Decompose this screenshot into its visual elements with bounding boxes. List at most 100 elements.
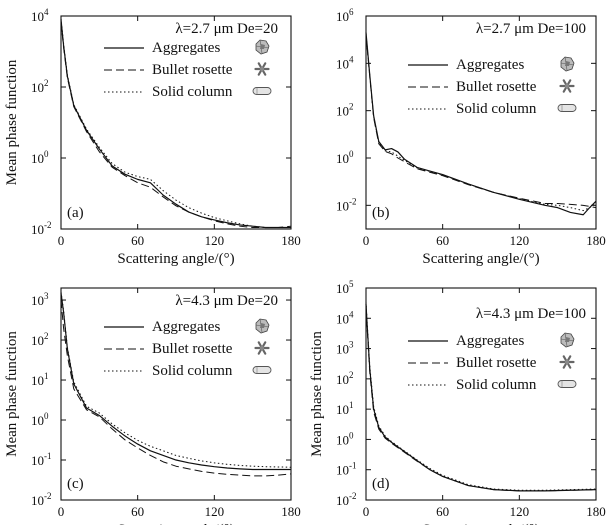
- legend: Aggregates Bullet rosette Solid column: [104, 39, 272, 100]
- legend-entry: Solid column: [456, 101, 537, 117]
- x-tick-label: 60: [436, 233, 449, 248]
- x-tick-label: 60: [131, 504, 144, 519]
- series-line-bullet-rosette: [365, 306, 597, 492]
- legend-entry: Aggregates: [152, 40, 220, 56]
- x-tick-label: 180: [586, 504, 606, 519]
- y-tick-label: 104: [336, 309, 354, 326]
- legend-entry: Solid column: [152, 363, 233, 379]
- chart-title: λ=2.7 μm De=100: [476, 21, 586, 37]
- legend-entry: Bullet rosette: [152, 62, 233, 78]
- x-tick-label: 0: [58, 233, 65, 248]
- chart-title: λ=4.3 μm De=100: [476, 306, 586, 322]
- chart-title: λ=4.3 μm De=20: [175, 293, 278, 309]
- y-tick-label: 104: [336, 54, 354, 71]
- panel-d: 0 60 120 180 10-2 10-1 100 101 102 103 104 105 Scatt…: [309, 279, 606, 525]
- series-line-bullet-rosette: [60, 21, 292, 229]
- panel-tag: (b): [372, 205, 390, 221]
- x-tick-label: 0: [363, 504, 370, 519]
- panel-tag: (c): [67, 476, 84, 492]
- panel-a: 0 60 120 180 10-2 100 102 104 Scattering angle/(…: [4, 7, 301, 267]
- legend: Aggregates Bullet rosette Solid column: [408, 332, 577, 393]
- y-tick-label: 10-2: [31, 220, 52, 237]
- aggregate-crystal-icon: [255, 318, 270, 334]
- y-tick-label: 104: [31, 7, 49, 24]
- series-line-bullet-rosette: [60, 299, 292, 477]
- y-tick-label: 101: [31, 371, 49, 388]
- x-tick-label: 120: [510, 504, 530, 519]
- y-tick-label: 101: [336, 400, 354, 417]
- legend-entry: Aggregates: [456, 57, 524, 73]
- solid-column-icon: [252, 87, 272, 95]
- x-tick-label: 180: [281, 233, 301, 248]
- series-line-solid-column: [60, 18, 291, 229]
- x-tick-label: 120: [510, 233, 530, 248]
- solid-column-icon: [557, 380, 577, 388]
- aggregate-crystal-icon: [560, 332, 575, 348]
- bullet-rosette-icon: [254, 62, 270, 76]
- y-tick-label: 10-2: [336, 491, 357, 508]
- panel-b: 0 60 120 180 10-2 100 102 104 106 Scattering angl…: [336, 7, 606, 267]
- y-tick-label: 10-2: [336, 196, 357, 213]
- bullet-rosette-icon: [559, 79, 575, 93]
- x-tick-label: 0: [58, 504, 65, 519]
- x-tick-label: 60: [436, 504, 449, 519]
- y-tick-label: 100: [336, 149, 354, 166]
- y-axis-label: Mean phase function: [4, 59, 20, 185]
- panel-tag: (a): [67, 205, 84, 221]
- series-line-aggregates: [365, 303, 597, 492]
- y-tick-label: 102: [31, 78, 49, 95]
- y-tick-label: 102: [336, 370, 354, 387]
- plot-frame: [60, 15, 292, 230]
- x-tick-label: 60: [131, 233, 144, 248]
- legend-entry: Bullet rosette: [152, 341, 233, 357]
- panel-c: 0 60 120 180 10-2 10-1 100 101 102 103 Scattering …: [4, 287, 301, 525]
- series-line-solid-column: [365, 33, 597, 212]
- series-line-solid-column: [60, 291, 292, 468]
- y-tick-label: 102: [336, 102, 354, 119]
- y-tick-label: 100: [336, 430, 354, 447]
- series-line-solid-column: [365, 301, 597, 491]
- legend-entry: Solid column: [456, 377, 537, 393]
- legend: Aggregates Bullet rosette Solid column: [104, 318, 272, 379]
- x-axis-label: Scattering angle/(°): [117, 522, 234, 525]
- y-tick-label: 103: [31, 291, 49, 308]
- y-tick-label: 106: [336, 7, 354, 24]
- legend-entry: Bullet rosette: [456, 79, 537, 95]
- y-axis-label: Mean phase function: [4, 331, 20, 457]
- y-tick-label: 10-1: [31, 451, 52, 468]
- legend-entry: Solid column: [152, 84, 233, 100]
- plot-frame: [365, 287, 597, 501]
- aggregate-crystal-icon: [255, 39, 270, 55]
- legend-entry: Aggregates: [152, 319, 220, 335]
- series-line-aggregates: [60, 292, 291, 471]
- y-tick-label: 105: [336, 279, 354, 296]
- solid-column-icon: [557, 104, 577, 112]
- plot-frame: [60, 287, 292, 501]
- x-tick-label: 180: [586, 233, 606, 248]
- x-axis-label: Scattering angle/(°): [422, 251, 539, 267]
- bullet-rosette-icon: [254, 341, 270, 355]
- legend: Aggregates Bullet rosette Solid column: [408, 56, 577, 117]
- x-axis-label: Scattering angle/(°): [117, 251, 234, 267]
- solid-column-icon: [252, 366, 272, 374]
- y-tick-label: 102: [31, 331, 49, 348]
- aggregate-crystal-icon: [560, 56, 575, 72]
- legend-entry: Aggregates: [456, 333, 524, 349]
- y-axis-label: Mean phase function: [309, 331, 325, 457]
- y-tick-label: 10-2: [31, 491, 52, 508]
- y-tick-label: 100: [31, 411, 49, 428]
- y-tick-label: 103: [336, 340, 354, 357]
- x-tick-label: 0: [363, 233, 370, 248]
- x-tick-label: 120: [205, 233, 225, 248]
- y-tick-label: 10-1: [336, 461, 357, 478]
- bullet-rosette-icon: [559, 355, 575, 369]
- y-tick-label: 100: [31, 149, 49, 166]
- plot-frame: [365, 15, 597, 230]
- panel-tag: (d): [372, 476, 390, 492]
- x-tick-label: 180: [281, 504, 301, 519]
- legend-entry: Bullet rosette: [456, 355, 537, 371]
- chart-title: λ=2.7 μm De=20: [175, 21, 278, 37]
- x-tick-label: 120: [205, 504, 225, 519]
- x-axis-label: Scattering angle/(°): [422, 522, 539, 525]
